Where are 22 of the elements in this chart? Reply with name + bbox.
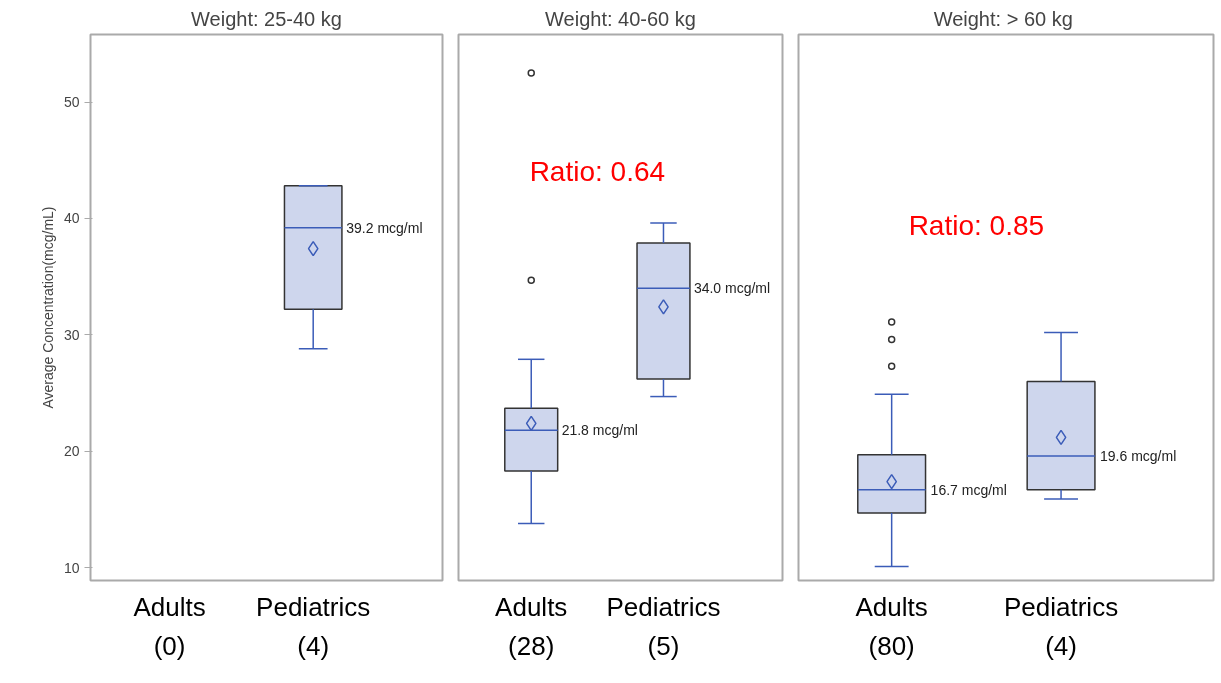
x-tick-label: Adults (28) xyxy=(495,591,568,661)
annotation: 34.0 mcg/ml xyxy=(693,280,771,297)
y-tick-label: 50 xyxy=(63,94,80,111)
chart-title: Weight: 25-40 kg xyxy=(191,7,342,30)
annotation: 21.8 mcg/ml xyxy=(561,422,638,439)
chart-title: Weight: > 60 kg xyxy=(933,7,1073,30)
annotation: Ratio: 0.85 xyxy=(908,210,1045,242)
annotation: 39.2 mcg/ml xyxy=(346,219,423,236)
y-tick-label: 30 xyxy=(63,326,80,343)
annotation: 16.7 mcg/ml xyxy=(930,481,1007,498)
y-tick-label: 40 xyxy=(63,210,80,227)
x-tick-label: Pediatrics (4) xyxy=(256,591,371,661)
x-tick-label: Adults (0) xyxy=(133,591,206,661)
x-tick-label: Pediatrics (5) xyxy=(606,591,721,661)
y-tick-label: 10 xyxy=(63,559,80,576)
x-tick-label: Pediatrics (4) xyxy=(1003,591,1119,661)
x-tick-label: Adults (80) xyxy=(855,591,928,661)
annotation: Ratio: 0.64 xyxy=(529,155,666,187)
y-tick-label: 20 xyxy=(63,443,80,460)
chart-title: Weight: 40-60 kg xyxy=(545,7,696,30)
annotation: 19.6 mcg/ml xyxy=(1100,447,1177,464)
y-axis-title: Average Concentration(mcg/mL) xyxy=(39,206,56,409)
